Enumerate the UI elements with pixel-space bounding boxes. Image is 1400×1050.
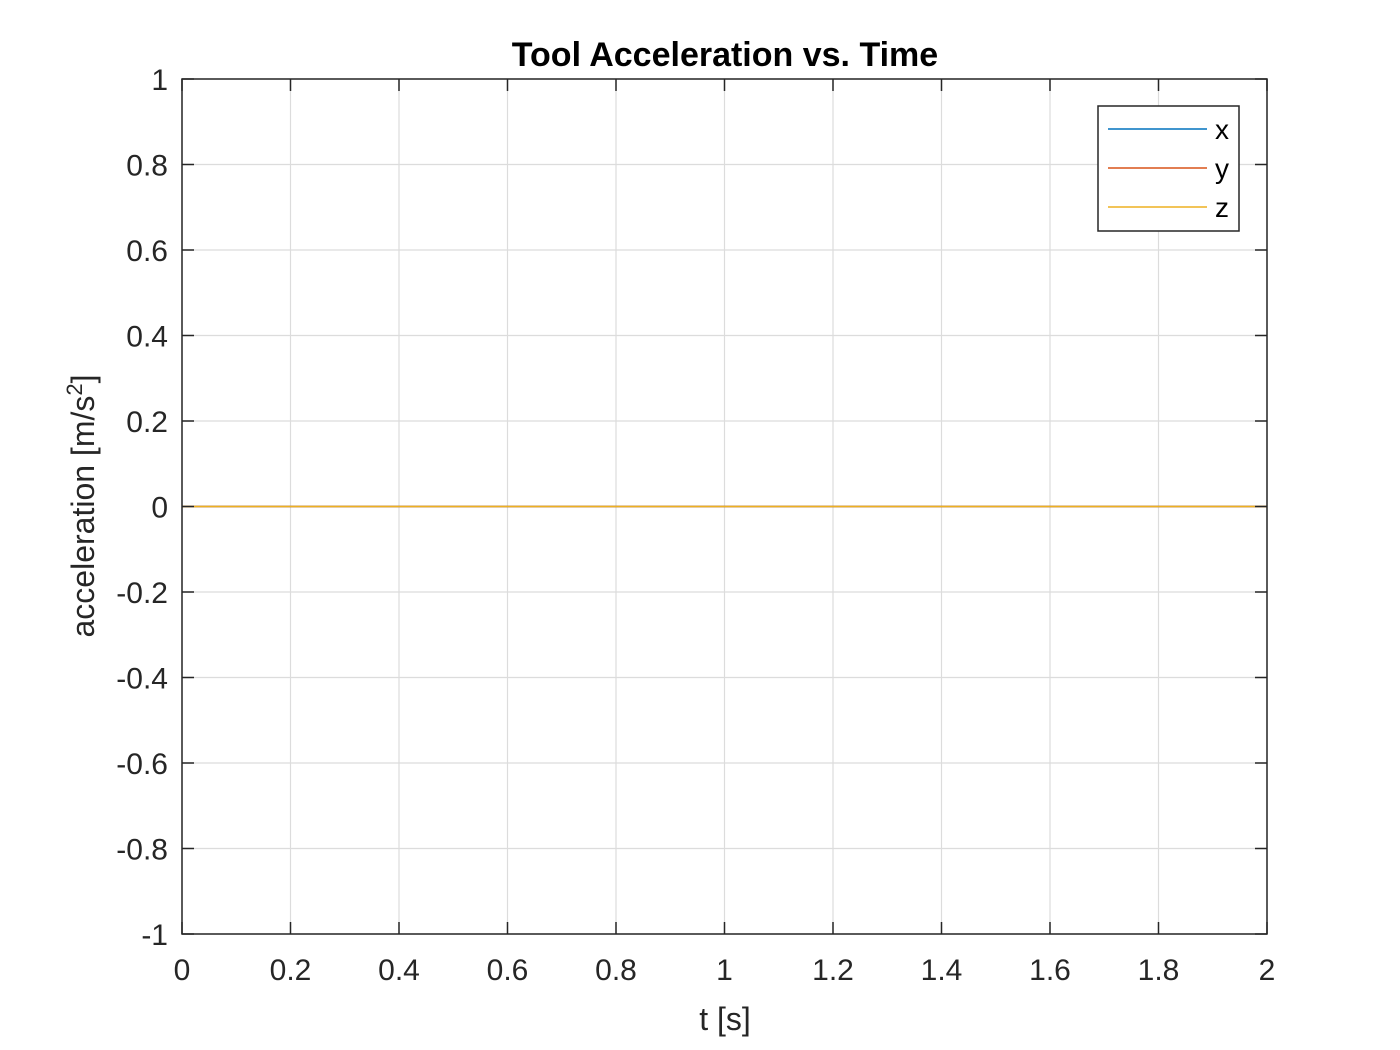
legend: xyz (1097, 105, 1240, 232)
x-tick-labels: 0 0.2 0.4 0.6 0.8 1 1.2 1.4 1.6 1.8 2 (174, 954, 1276, 987)
y-tick-label: 0.4 (126, 321, 168, 354)
y-axis-label-suffix: ] (65, 374, 101, 383)
y-axis-label-superscript: 2 (62, 383, 87, 395)
y-tick-label: -0.8 (116, 834, 168, 867)
x-tick-label: 0.4 (378, 954, 420, 987)
x-tick-label: 1.4 (921, 954, 963, 987)
y-axis-label: acceleration [m/s2] (62, 374, 101, 637)
y-tick-labels: 1 0.8 0.6 0.4 0.2 0 -0.2 -0.4 -0.6 -0.8 -1 (116, 64, 168, 952)
y-tick-label: 0.2 (126, 406, 168, 439)
y-tick-label: -0.6 (116, 748, 168, 781)
x-tick-label: 0.6 (487, 954, 529, 987)
y-tick-label: 0 (151, 492, 168, 525)
x-tick-label: 1.6 (1029, 954, 1071, 987)
y-tick-label: 0.6 (126, 235, 168, 268)
x-tick-label: 1.2 (812, 954, 854, 987)
x-tick-label: 0.8 (595, 954, 637, 987)
axis-ticks (181, 78, 1268, 935)
legend-entries: xyz (1108, 114, 1229, 223)
chart-title: Tool Acceleration vs. Time (512, 36, 938, 74)
x-tick-label: 1 (716, 954, 733, 987)
y-tick-label: 0.8 (126, 150, 168, 183)
legend-label-y: y (1215, 153, 1229, 184)
x-tick-label: 2 (1259, 954, 1276, 987)
x-tick-label: 0 (174, 954, 191, 987)
x-axis-label: t [s] (699, 1001, 751, 1037)
legend-label-x: x (1215, 114, 1229, 145)
x-tick-label: 0.2 (270, 954, 312, 987)
legend-label-z: z (1215, 192, 1229, 223)
y-axis-label-base: acceleration [m/s (65, 396, 101, 638)
y-tick-label: -0.4 (116, 663, 168, 696)
y-tick-label: -1 (141, 919, 168, 952)
y-tick-label: -0.2 (116, 577, 168, 610)
y-tick-label: 1 (151, 64, 168, 97)
x-tick-label: 1.8 (1138, 954, 1180, 987)
